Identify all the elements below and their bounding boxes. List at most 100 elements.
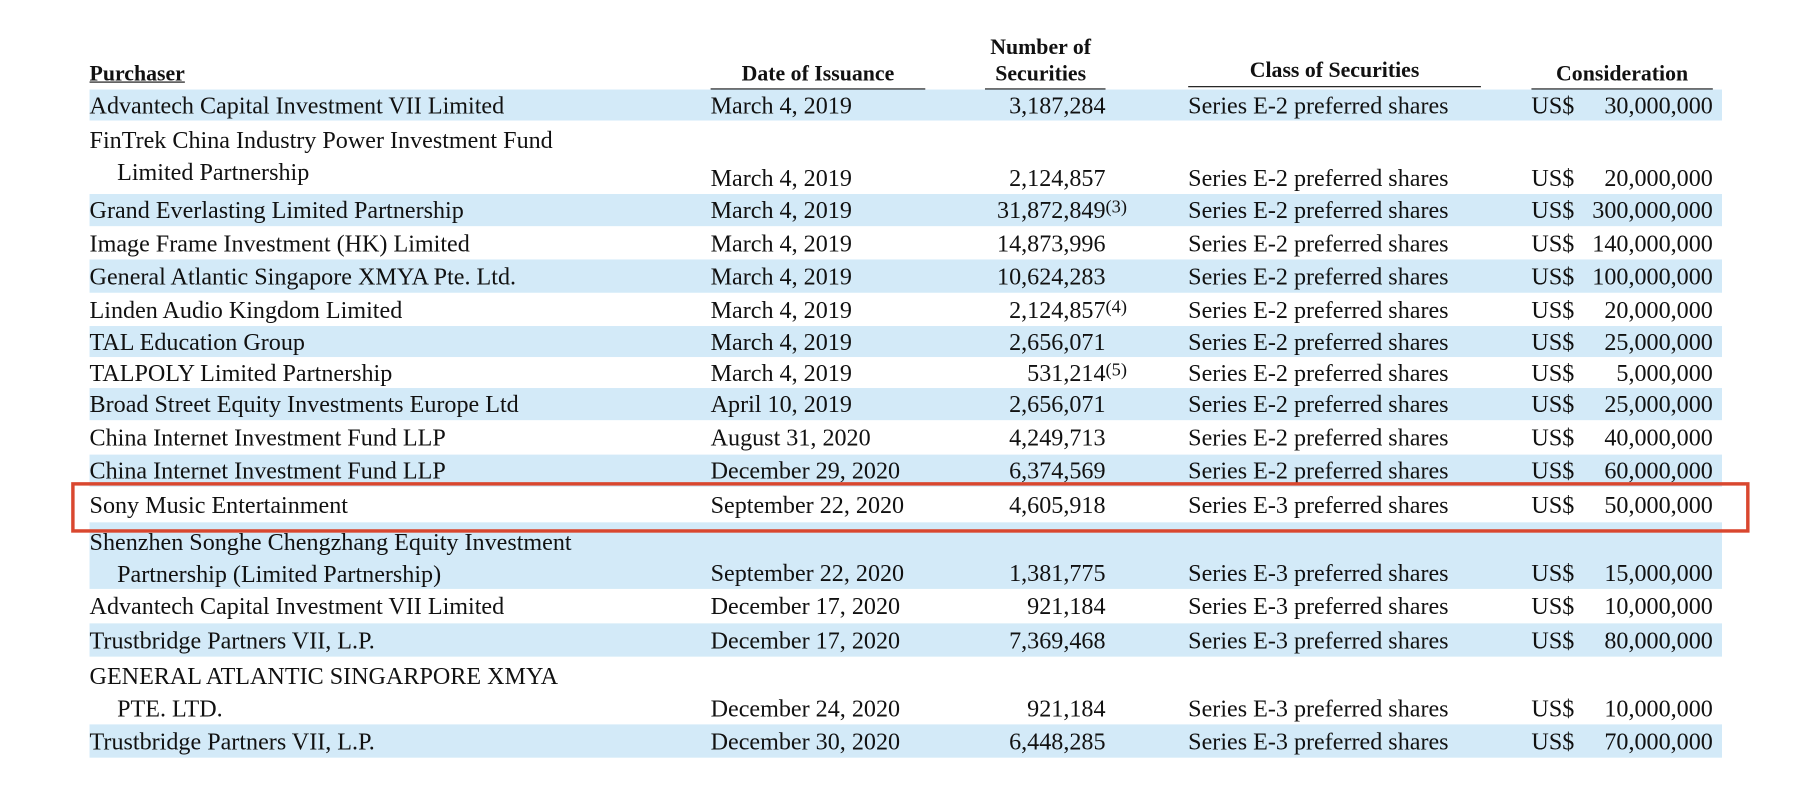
purchaser: Linden Audio Kingdom Limited (89, 295, 403, 324)
amount: 20,000,000 (1604, 295, 1713, 324)
purchaser: PTE. LTD. (117, 694, 223, 723)
table-row: TAL Education Group March 4, 2019 2,656,07… (89, 326, 1723, 358)
class: Series E-2 preferred shares (1188, 91, 1449, 119)
amount: 10,000,000 (1604, 592, 1713, 620)
amount: 25,000,000 (1604, 327, 1713, 356)
amount: 80,000,000 (1604, 626, 1713, 654)
table-row: General Atlantic Singapore XMYA Pte. Ltd… (89, 259, 1723, 293)
number: 921,184 (1027, 592, 1106, 620)
amount: 20,000,000 (1604, 164, 1713, 192)
table-row: GENERAL ATLANTIC SINGARPORE XMYA PTE. LTD… (90, 657, 1722, 725)
header-rule (984, 88, 1106, 90)
amount: 10,000,000 (1604, 694, 1713, 723)
table-row: Advantech Capital Investment VII Limited… (89, 89, 1723, 121)
footnote: (4) (1105, 296, 1127, 317)
header-number: Number of (990, 35, 1092, 60)
class: Series E-3 preferred shares (1188, 727, 1449, 755)
table-row: Linden Audio Kingdom Limited March 4, 201… (90, 293, 1722, 326)
header-rule (710, 88, 926, 90)
number: 2,656,071 (1009, 390, 1106, 418)
table-row: FinTrek China Industry Power Investment … (90, 121, 1722, 194)
currency: US$ (1531, 164, 1575, 192)
header-rule (1531, 88, 1713, 90)
purchaser: Limited Partnership (117, 158, 310, 186)
class: Series E-2 preferred shares (1188, 358, 1449, 387)
date: March 4, 2019 (710, 196, 852, 224)
header-consideration: Consideration (1556, 61, 1689, 87)
number: 6,448,285 (1009, 727, 1106, 755)
amount: 15,000,000 (1604, 559, 1713, 587)
class: Series E-2 preferred shares (1188, 456, 1449, 485)
table-row: Trustbridge Partners VII, L.P. December 3… (89, 724, 1723, 758)
header-rule (1188, 86, 1481, 88)
purchaser: Advantech Capital Investment VII Limited (89, 91, 505, 119)
table-row: Broad Street Equity Investments Europe L… (89, 388, 1723, 421)
date: April 10, 2019 (710, 390, 852, 418)
header-date: Date of Issuance (741, 61, 895, 87)
table-row: Shenzhen Songhe Chengzhang Equity Invest… (89, 522, 1723, 589)
purchaser: Grand Everlasting Limited Partnership (89, 196, 464, 224)
table-row: Image Frame Investment (HK) Limited March… (90, 226, 1722, 259)
number: 2,124,857 (1009, 295, 1106, 324)
class: Series E-3 preferred shares (1188, 559, 1449, 587)
number: 531,214 (1027, 358, 1106, 387)
number: 2,124,857 (1009, 164, 1106, 192)
date: March 4, 2019 (710, 358, 852, 387)
class: Series E-2 preferred shares (1188, 295, 1449, 324)
currency: US$ (1531, 196, 1575, 224)
number: 31,872,849 (997, 196, 1106, 224)
purchaser: FinTrek China Industry Power Investment … (89, 126, 553, 154)
amount: 30,000,000 (1604, 91, 1713, 119)
number: 6,374,569 (1009, 456, 1106, 485)
date: March 4, 2019 (710, 91, 852, 119)
table-row: Sony Music Entertainment September 22, 20… (90, 487, 1722, 523)
date: March 4, 2019 (710, 229, 852, 257)
purchaser: TAL Education Group (89, 327, 305, 356)
date: September 22, 2020 (710, 490, 905, 519)
purchaser: General Atlantic Singapore XMYA Pte. Ltd… (89, 262, 517, 290)
amount: 300,000,000 (1592, 196, 1713, 224)
date: September 22, 2020 (710, 559, 905, 587)
class: Series E-3 preferred shares (1188, 490, 1449, 519)
class: Series E-2 preferred shares (1188, 423, 1449, 452)
currency: US$ (1531, 456, 1575, 485)
purchaser: Broad Street Equity Investments Europe L… (89, 390, 519, 418)
date: March 4, 2019 (710, 327, 852, 356)
number: 1,381,775 (1009, 559, 1106, 587)
currency: US$ (1531, 727, 1575, 755)
class: Series E-3 preferred shares (1188, 592, 1449, 620)
currency: US$ (1531, 262, 1575, 290)
amount: 40,000,000 (1604, 423, 1713, 452)
number: 7,369,468 (1009, 626, 1106, 654)
currency: US$ (1531, 327, 1575, 356)
currency: US$ (1531, 694, 1575, 723)
class: Series E-2 preferred shares (1188, 262, 1449, 290)
amount: 100,000,000 (1592, 262, 1713, 290)
currency: US$ (1531, 390, 1575, 418)
date: December 29, 2020 (710, 456, 901, 485)
purchaser: Shenzhen Songhe Chengzhang Equity Invest… (89, 528, 572, 556)
date: March 4, 2019 (710, 164, 852, 192)
currency: US$ (1531, 358, 1575, 387)
date: December 30, 2020 (710, 727, 901, 755)
purchaser: Partnership (Limited Partnership) (117, 560, 442, 588)
table-row: Advantech Capital Investment VII Limited… (90, 589, 1722, 623)
table-row: TALPOLY Limited Partnership March 4, 2019… (90, 357, 1722, 388)
currency: US$ (1531, 91, 1575, 119)
table-row: Trustbridge Partners VII, L.P. December 1… (89, 623, 1723, 657)
date: December 17, 2020 (710, 592, 901, 620)
amount: 50,000,000 (1604, 490, 1713, 519)
amount: 60,000,000 (1604, 456, 1713, 485)
amount: 25,000,000 (1604, 390, 1713, 418)
date: August 31, 2020 (710, 423, 871, 452)
currency: US$ (1531, 295, 1575, 324)
date: December 24, 2020 (710, 694, 901, 723)
purchaser: TALPOLY Limited Partnership (89, 358, 393, 387)
currency: US$ (1531, 423, 1575, 452)
header-number: Securities (995, 61, 1087, 87)
number: 921,184 (1027, 694, 1106, 723)
currency: US$ (1531, 229, 1575, 257)
purchaser: Trustbridge Partners VII, L.P. (89, 626, 375, 654)
purchaser: China Internet Investment Fund LLP (89, 423, 446, 452)
